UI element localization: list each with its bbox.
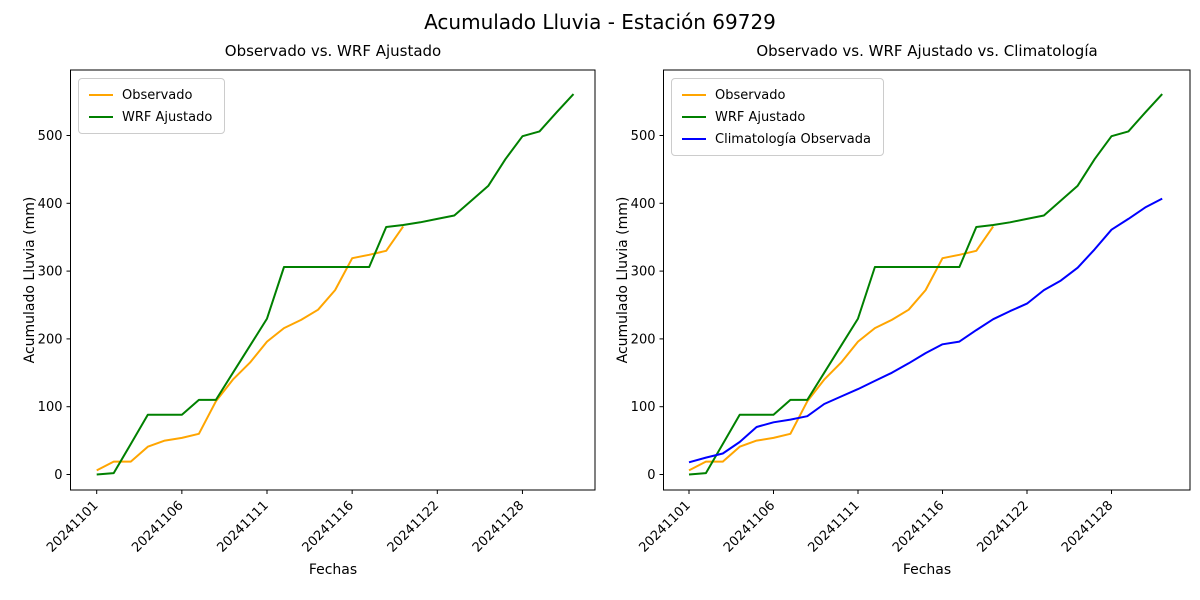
x-tick-label: 20241122 bbox=[974, 498, 1031, 555]
subplot-right-title: Observado vs. WRF Ajustado vs. Climatolo… bbox=[756, 42, 1098, 60]
subplot-right-xlabel: Fechas bbox=[902, 562, 952, 578]
figure-title: Acumulado Lluvia - Estación 69729 bbox=[424, 10, 776, 34]
series-line-wrf-ajustado bbox=[96, 93, 575, 476]
x-tick-label: 20241122 bbox=[385, 498, 442, 555]
legend-right: Observado WRF Ajustado Climatología Obse… bbox=[671, 78, 884, 156]
axes-frame bbox=[70, 69, 596, 491]
legend-item: Climatología Observada bbox=[682, 130, 871, 148]
x-tick-label: 20241101 bbox=[44, 498, 101, 555]
legend-label: Observado bbox=[715, 87, 786, 103]
y-tick-label: 100 bbox=[38, 400, 63, 415]
x-tick-label: 20241111 bbox=[805, 498, 862, 555]
y-tick-label: 300 bbox=[38, 265, 63, 280]
y-tick-label: 500 bbox=[631, 129, 656, 144]
x-tick-label: 20241106 bbox=[129, 498, 186, 555]
legend-item: Observado bbox=[682, 86, 871, 104]
x-tick-label: 20241111 bbox=[214, 498, 271, 555]
line-swatch-wrf-ajustado bbox=[682, 116, 706, 118]
line-swatch-climatologia bbox=[682, 138, 706, 140]
x-tick-label: 20241128 bbox=[470, 498, 527, 555]
x-tick-label: 20241106 bbox=[721, 498, 778, 555]
legend-left: Observado WRF Ajustado bbox=[78, 78, 226, 134]
y-tick-label: 200 bbox=[38, 332, 63, 347]
x-tick-label: 20241116 bbox=[890, 498, 947, 555]
y-tick-label: 200 bbox=[631, 332, 656, 347]
legend-item: WRF Ajustado bbox=[682, 108, 871, 126]
legend-item: WRF Ajustado bbox=[89, 108, 212, 126]
line-swatch-wrf-ajustado bbox=[89, 116, 113, 118]
series-line-wrf-ajustado bbox=[688, 93, 1163, 476]
series-line-climatolog-a-observada bbox=[688, 197, 1163, 464]
legend-label: WRF Ajustado bbox=[715, 109, 806, 125]
y-tick-label: 400 bbox=[38, 197, 63, 212]
subplot-left-title: Observado vs. WRF Ajustado bbox=[224, 42, 442, 60]
series-line-observado bbox=[96, 225, 405, 472]
y-tick-label: 400 bbox=[631, 197, 656, 212]
x-tick-label: 20241116 bbox=[300, 498, 357, 555]
legend-item: Observado bbox=[89, 86, 212, 104]
legend-label: WRF Ajustado bbox=[122, 109, 213, 125]
line-swatch-observado bbox=[682, 94, 706, 96]
series-line-observado bbox=[688, 225, 995, 472]
y-tick-label: 0 bbox=[54, 468, 62, 483]
y-tick-label: 0 bbox=[647, 468, 655, 483]
y-tick-label: 100 bbox=[631, 400, 656, 415]
subplot-left-xlabel: Fechas bbox=[308, 562, 358, 578]
legend-label: Observado bbox=[122, 87, 193, 103]
y-tick-label: 500 bbox=[38, 129, 63, 144]
axes-frame bbox=[663, 69, 1191, 491]
line-swatch-observado bbox=[89, 94, 113, 96]
legend-label: Climatología Observada bbox=[715, 131, 871, 147]
y-tick-label: 300 bbox=[631, 265, 656, 280]
x-tick-label: 20241128 bbox=[1059, 498, 1116, 555]
x-tick-label: 20241101 bbox=[636, 498, 693, 555]
